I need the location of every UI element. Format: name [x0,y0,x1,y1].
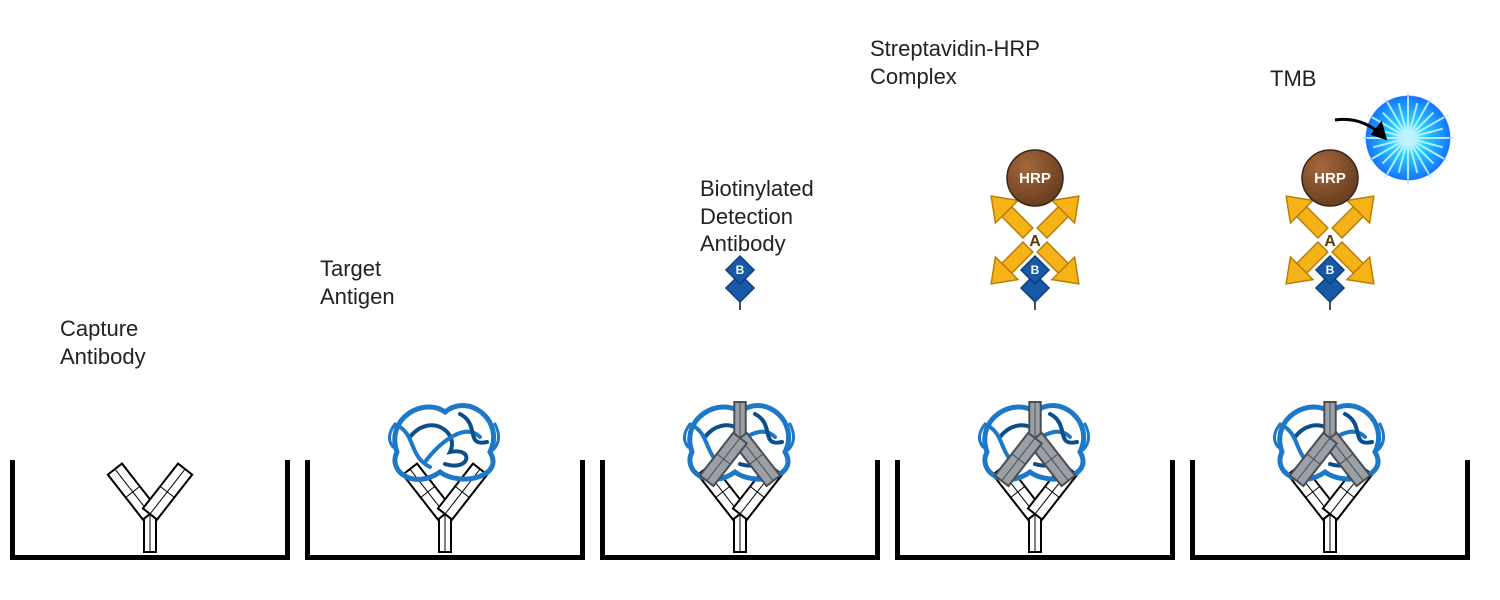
svg-text:B: B [736,263,745,277]
biotin-icon: B [1021,256,1049,310]
panel-1 [10,40,290,560]
svg-text:B: B [1326,263,1335,277]
panel-2 [305,40,585,560]
svg-text:HRP: HRP [1019,170,1051,187]
hrp-icon: HRP [1007,150,1063,206]
elisa-diagram: Capture Antibody Target Antigen Biotinyl… [0,0,1500,600]
svg-text:A: A [1324,233,1336,250]
panel-5: B A [1190,40,1470,560]
capture-antibody-icon [108,464,192,552]
biotin-icon: B [726,256,754,310]
svg-text:B: B [1031,263,1040,277]
tmb-signal-icon [1362,92,1454,184]
panel-3: B [600,40,880,560]
biotin-icon: B [1316,256,1344,310]
svg-text:HRP: HRP [1314,170,1346,187]
panel-4: B A [895,40,1175,560]
antigen-icon [389,406,498,480]
svg-text:A: A [1029,233,1041,250]
hrp-icon: HRP [1302,150,1358,206]
